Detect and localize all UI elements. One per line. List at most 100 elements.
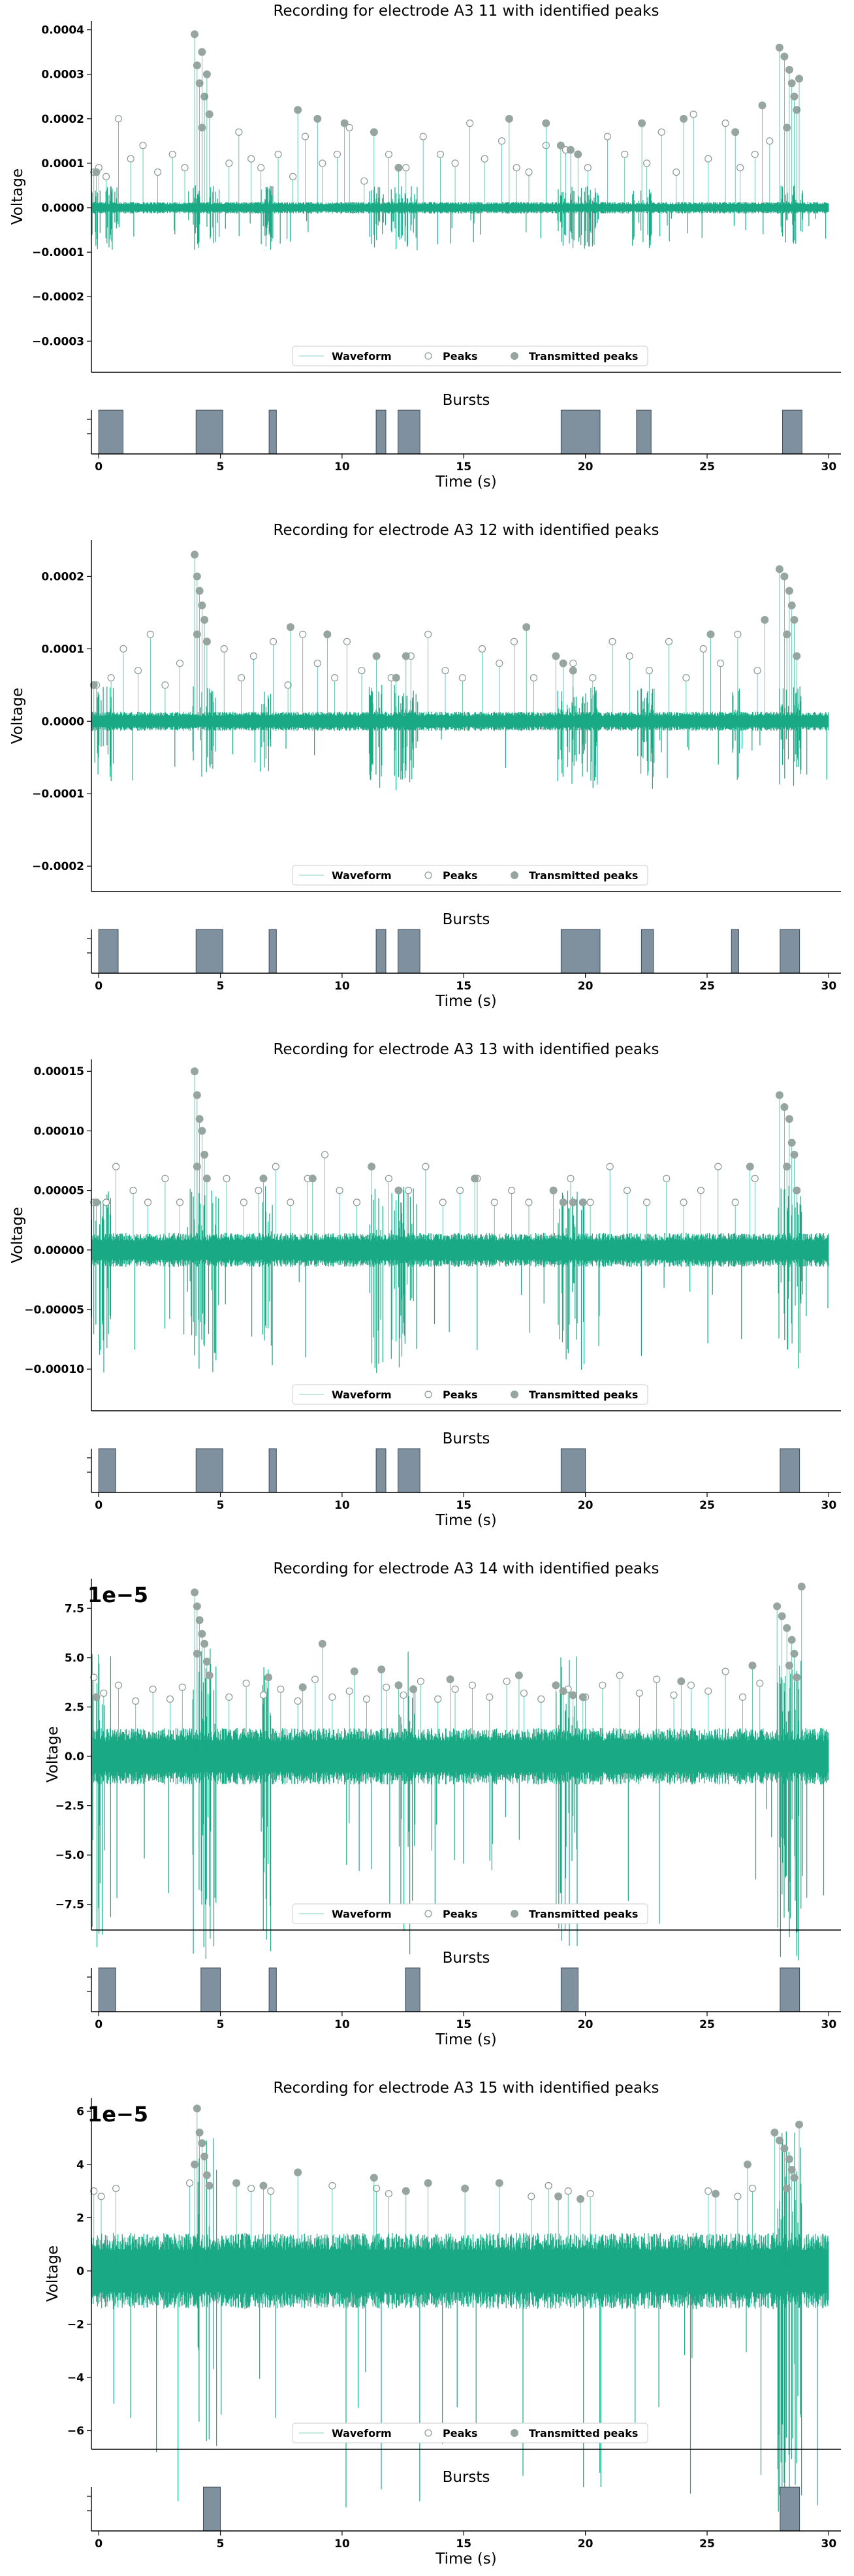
legend-transmitted-swatch: [511, 352, 518, 360]
transmitted-peak-marker: [797, 1583, 806, 1591]
peak-marker: [114, 115, 123, 123]
burst-bar: [780, 1448, 800, 1493]
legend-transmitted-label: Transmitted peaks: [529, 869, 638, 882]
y-tick-label: −6: [67, 2424, 84, 2438]
transmitted-peak-marker: [205, 1671, 214, 1680]
transmitted-peak-marker: [200, 1150, 209, 1159]
peak-marker: [496, 659, 503, 668]
bursts-title: Bursts: [443, 2469, 490, 2486]
burst-bar: [636, 410, 652, 455]
burst-bar: [195, 929, 223, 974]
peak-marker: [242, 1679, 250, 1687]
peak-marker: [385, 150, 393, 158]
x-tick-label: 5: [217, 2018, 225, 2031]
transmitted-peak-marker: [193, 61, 201, 70]
y-tick-label: 2: [76, 2212, 84, 2225]
peak-marker: [417, 1677, 424, 1685]
peak-marker: [621, 150, 629, 158]
transmitted-peak-marker: [193, 1602, 201, 1611]
peak-marker: [112, 1163, 120, 1170]
peak-marker: [102, 172, 110, 180]
transmitted-peak-marker: [680, 114, 688, 123]
legend: Waveform Peaks Transmitted peaks: [292, 1903, 648, 1924]
x-tick-label: 25: [699, 1499, 715, 1512]
transmitted-peak-marker: [677, 1677, 686, 1686]
transmitted-peak-marker: [790, 616, 799, 624]
transmitted-peak-marker: [787, 1138, 796, 1147]
peak-marker: [731, 1199, 739, 1206]
waveform-panel-4: Recording for electrode A3 14 with ident…: [44, 1560, 841, 1961]
burst-bar: [98, 410, 123, 455]
transmitted-peak-marker: [793, 1186, 801, 1195]
peak-marker: [240, 1199, 247, 1206]
peak-marker: [225, 1693, 233, 1701]
y-tick-label: −2: [67, 2318, 84, 2331]
burst-bar: [98, 1448, 116, 1493]
peak-marker: [714, 1163, 722, 1170]
peak-marker: [154, 168, 162, 176]
x-tick-label: 25: [699, 980, 715, 993]
transmitted-peak-marker: [294, 2168, 302, 2177]
peak-marker: [589, 674, 597, 682]
y-tick-label: 4: [76, 2159, 84, 2172]
transmitted-peak-marker: [394, 1186, 403, 1195]
transmitted-peak-marker: [340, 119, 349, 127]
peak-marker: [586, 2190, 594, 2198]
peak-marker: [481, 155, 488, 163]
y-tick-label: 0.0003: [41, 69, 84, 82]
legend-peaks-label: Peaks: [443, 869, 478, 882]
peaks-series: [90, 1667, 764, 1757]
transmitted-peak-marker: [424, 2179, 432, 2187]
legend-waveform-label: Waveform: [332, 2427, 392, 2439]
transmitted-peak-marker: [202, 2171, 211, 2180]
peak-marker: [132, 1697, 140, 1705]
transmitted-peak-marker: [559, 1198, 567, 1206]
peak-marker: [345, 123, 353, 132]
transmitted-peak-marker: [780, 52, 789, 61]
transmitted-peak-marker: [793, 652, 801, 660]
peak-marker: [321, 1151, 329, 1159]
transmitted-peak-marker: [549, 1186, 558, 1195]
peak-marker: [235, 128, 243, 136]
peak-marker: [606, 1163, 614, 1170]
burst-bar: [202, 2487, 221, 2532]
x-axis-label: Time (s): [435, 993, 497, 1010]
transmitted-peak-marker: [712, 2189, 720, 2198]
legend: Waveform Peaks Transmitted peaks: [292, 865, 648, 886]
transmitted-peak-marker: [193, 2104, 201, 2113]
burst-bar: [195, 1448, 223, 1493]
transmitted-peak-marker: [198, 601, 206, 609]
legend-transmitted-swatch: [511, 1391, 518, 1398]
y-axis-label: Voltage: [9, 688, 26, 744]
peak-marker: [358, 667, 366, 675]
legend-peaks-swatch: [424, 871, 432, 879]
peak-marker: [299, 630, 307, 638]
peak-marker: [635, 1689, 643, 1697]
waveform-panel-2: Recording for electrode A3 12 with ident…: [9, 522, 841, 892]
peak-marker: [643, 1199, 651, 1206]
peak-marker: [569, 659, 577, 668]
transmitted-peak-marker: [195, 1115, 204, 1123]
transmitted-peak-marker: [731, 128, 740, 137]
peak-marker: [513, 164, 520, 172]
peak-marker: [238, 674, 245, 682]
legend-transmitted-swatch: [511, 2429, 518, 2437]
burst-bar: [731, 929, 739, 974]
x-tick-label: 10: [334, 980, 350, 993]
burst-bar: [780, 1967, 800, 2012]
x-tick-label: 0: [95, 1499, 103, 1512]
transmitted-peak-marker: [790, 1150, 799, 1159]
peak-marker: [586, 1199, 594, 1206]
y-tick-label: 0.0002: [41, 570, 84, 583]
transmitted-peak-marker: [191, 1067, 199, 1076]
transmitted-peak-marker: [92, 1198, 101, 1206]
burst-bar: [640, 929, 654, 974]
peak-marker: [751, 1174, 759, 1182]
peak-marker: [623, 1187, 631, 1195]
legend-waveform-label: Waveform: [332, 350, 392, 362]
peak-marker: [753, 667, 761, 675]
x-tick-label: 15: [456, 980, 471, 993]
legend-transmitted-label: Transmitted peaks: [529, 350, 638, 362]
peak-marker: [181, 164, 189, 172]
peak-marker: [404, 1187, 413, 1195]
